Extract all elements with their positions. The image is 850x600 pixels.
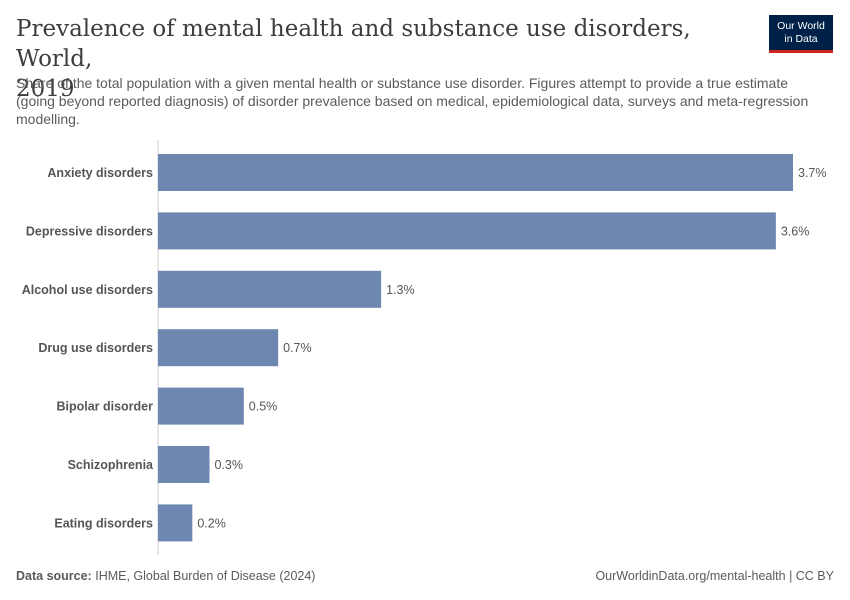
- bar[interactable]: [158, 504, 193, 542]
- bar[interactable]: [158, 212, 776, 250]
- category-label: Drug use disorders: [38, 341, 153, 355]
- chart-subtitle: Share of the total population with a giv…: [16, 75, 809, 127]
- data-source-label: Data source:: [16, 569, 92, 583]
- bar[interactable]: [158, 446, 210, 483]
- source-url[interactable]: OurWorldinData.org/mental-health | CC BY: [595, 569, 834, 583]
- category-label: Alcohol use disorders: [22, 283, 153, 297]
- chart-title: Prevalence of mental health and substanc…: [16, 16, 691, 102]
- bar[interactable]: [158, 387, 244, 425]
- value-label: 1.3%: [386, 283, 415, 297]
- bar[interactable]: [158, 329, 279, 367]
- bar[interactable]: [158, 270, 382, 308]
- category-label: Bipolar disorder: [56, 400, 153, 414]
- category-label: Schizophrenia: [68, 458, 154, 472]
- data-source-link[interactable]: IHME, Global Burden of Disease (2024): [95, 569, 316, 583]
- logo-line-2: in Data: [784, 33, 818, 45]
- value-label: 3.6%: [781, 224, 810, 238]
- logo-line-1: Our World: [777, 20, 825, 32]
- data-source: Data source: IHME, Global Burden of Dise…: [16, 569, 315, 583]
- category-label: Eating disorders: [54, 516, 153, 530]
- value-label: 3.7%: [798, 166, 827, 180]
- category-label: Anxiety disorders: [47, 166, 153, 180]
- value-label: 0.3%: [214, 458, 243, 472]
- bar-chart: Anxiety disorders 3.7% Depressive disorder…: [22, 140, 827, 555]
- owid-logo[interactable]: Our World in Data: [769, 15, 833, 53]
- value-label: 0.2%: [197, 516, 226, 530]
- bar[interactable]: [158, 154, 793, 191]
- value-label: 0.7%: [283, 341, 312, 355]
- category-label: Depressive disorders: [26, 224, 153, 238]
- value-label: 0.5%: [249, 400, 277, 414]
